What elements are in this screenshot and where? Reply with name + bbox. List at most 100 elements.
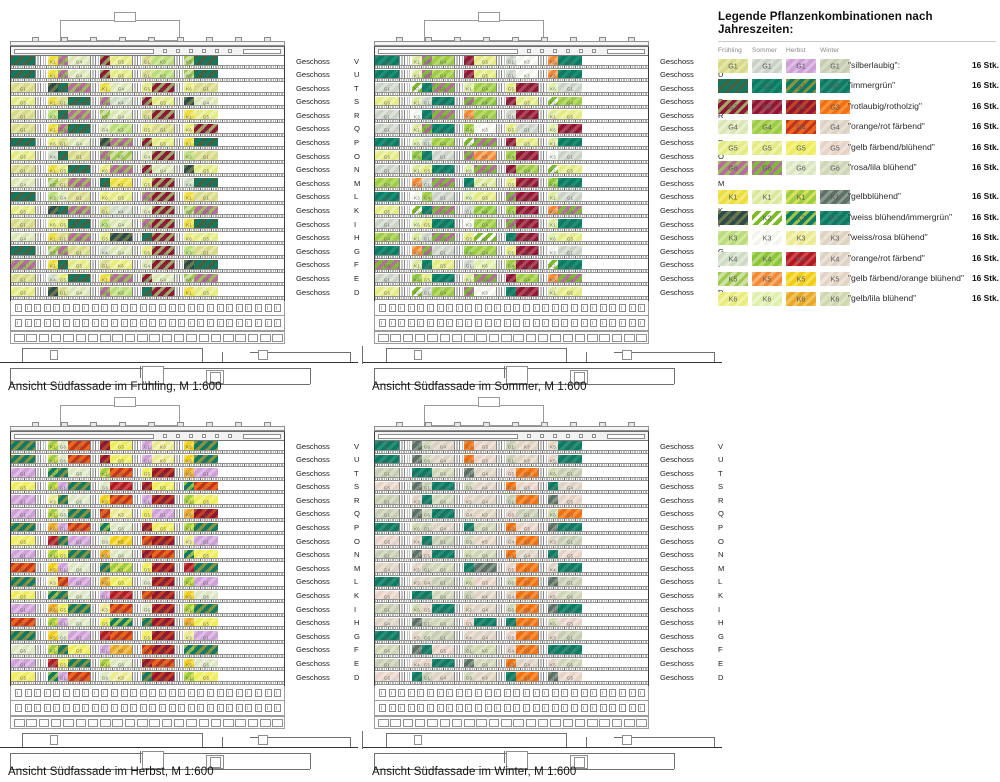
ground-line (22, 732, 202, 734)
balcony-railing (11, 91, 284, 96)
podium-window-row (10, 685, 285, 701)
podium-window (101, 703, 109, 712)
caption-winter: Ansicht Südfassade im Winter, M 1:600 (372, 766, 577, 778)
roof-vent-icon (148, 422, 155, 426)
podium-window (455, 688, 463, 697)
roof-vent-icon (235, 37, 242, 41)
facade-floor-M: G4 K5 G1 G6 G2 K1 G5 G3 K4 G2 (11, 563, 284, 577)
floor-label-prefix: Geschoss (660, 138, 694, 148)
canopy-bay (488, 718, 500, 727)
floor-label-prefix: Geschoss (660, 659, 694, 668)
podium-block (10, 300, 285, 344)
facade-window-band (496, 123, 506, 137)
legend-row-K3[interactable]: K3 K3 K3 K3 "weiss/rosa blühend" 16 Stk. (718, 231, 999, 251)
legend-swatch-code: G5 (762, 142, 772, 152)
legend-row-G2[interactable]: G2 G2 G2 G2 "immergrün" 16 Stk. (718, 79, 999, 99)
facade-window-band (538, 563, 548, 576)
facade-window-band (90, 164, 100, 178)
balcony-railing (375, 146, 648, 151)
podium-window (159, 318, 166, 327)
facade-window-band (496, 151, 506, 164)
balcony-railing (11, 200, 284, 205)
podium-window (417, 303, 425, 312)
legend-group-gap (718, 313, 996, 322)
ground-line (586, 736, 587, 747)
canopy-bay (173, 333, 185, 342)
facade-window-band (454, 287, 464, 300)
roof-parapet (10, 41, 285, 46)
ground-element (506, 365, 528, 384)
podium-window (590, 303, 598, 312)
facade-window-band (132, 563, 142, 576)
facade-window-band (496, 536, 506, 549)
legend-quantity-G4: 16 Stk. (972, 121, 1000, 132)
canopy-bay (14, 333, 25, 342)
podium-window (523, 703, 530, 712)
legend-swatch-K6-s2: K6 (786, 292, 816, 307)
ground-line (140, 365, 141, 378)
rooftop-planter-left (378, 433, 518, 439)
floor-label-prefix: Geschoss (296, 260, 330, 270)
ground-line (586, 351, 587, 362)
facade-window-band (454, 604, 464, 617)
podium-window (187, 318, 195, 327)
floor-label-code: O (718, 151, 724, 161)
floor-label-code: O (354, 536, 360, 546)
legend-row-K5[interactable]: K5 K5 K5 K5 "gelb färbend/orange blühend" 16 … (718, 271, 999, 292)
legend-row-G1[interactable]: G1 G1 G1 G1 "silberlaubig": 16 Stk. (718, 59, 999, 79)
podium-window (638, 703, 646, 712)
rooftop-unit-icon (228, 49, 232, 53)
legend-row-K4[interactable]: K4 K4 K4 K4 "orange/rot färbend" 16 Stk. (718, 251, 999, 272)
facade-floor-R: G1 K3 G2 G6 K5 G4 G1 G3 K1 G5 (11, 110, 284, 124)
podium-window (475, 303, 482, 312)
floor-label-code: Q (354, 124, 360, 134)
legend-row-G5[interactable]: G5 G5 G5 G5 "gelb färbend/blühend" 16 Stk. (718, 140, 999, 161)
facade-window-band (538, 522, 548, 536)
balcony-railing (375, 490, 648, 495)
floor-label-code: S (354, 482, 360, 492)
legend-description-K3: "weiss/rosa blühend" (848, 232, 928, 243)
legend-row-K2[interactable]: K2 K2 K2 K2 "weiss blühend/immergrün" 16 Stk. (718, 210, 1000, 231)
podium-window (187, 303, 195, 312)
facade-window-band (174, 631, 184, 644)
legend-row-K6[interactable]: K6 K6 K6 K6 "gelb/lila blühend" 16 Stk. (718, 292, 999, 312)
legend-season-headers: Frühling Sommer Herbst Winter (718, 47, 996, 59)
facade-window-band (90, 604, 100, 617)
floor-label-code: K (718, 591, 724, 601)
podium-window (628, 303, 636, 312)
facade-window-band (538, 672, 548, 685)
canopy-bay (100, 333, 111, 342)
podium-window (494, 688, 502, 697)
legend-row-G6[interactable]: G6 G6 G6 G6 "rosa/lila blühend" 16 Stk. (718, 160, 999, 181)
floor-label-prefix: Geschoss (296, 618, 330, 628)
floor-label-code: M (354, 563, 361, 573)
legend-row-G4[interactable]: G4 G4 G4 G4 "orange/rot färbend" 16 Stk. (718, 120, 1000, 140)
floor-label-code: G (354, 631, 360, 641)
podium-block (374, 300, 649, 344)
legend-divider (718, 41, 996, 42)
podium-window (619, 303, 626, 312)
canopy-bay (137, 718, 148, 727)
facade-window-band (538, 576, 548, 590)
ground-line (386, 732, 387, 747)
podium-window (187, 703, 195, 712)
legend-row-K1[interactable]: K1 K1 K1 K1 "gelbblühend" 16 Stk. (718, 190, 999, 210)
facade-window-band (174, 287, 184, 300)
legend-swatch-code: K1 (796, 192, 806, 202)
rooftop-unit-icon (553, 434, 557, 438)
legend-row-G3[interactable]: G3 G3 G3 G3 "rotlaubig/rotholzig" 16 Stk. (718, 99, 999, 120)
podium-window (494, 303, 502, 312)
facade-window-band (132, 219, 142, 232)
facade-window-band (90, 522, 100, 536)
balcony-railing (11, 173, 284, 178)
legend-swatch-G1-s0: G1 (718, 59, 748, 73)
floor-label-prefix: Geschoss (660, 577, 694, 587)
legend-quantity-K2: 16 Stk. (972, 211, 1000, 222)
legend-swatch-K1-s1: K1 (752, 190, 782, 205)
legend-swatch-K6-s1: K6 (752, 292, 782, 307)
ground-plan-section (0, 729, 358, 775)
canopy-bay (501, 718, 512, 727)
podium-window (503, 688, 511, 697)
legend-swatch-code: K3 (762, 233, 772, 243)
podium-window (43, 303, 51, 312)
